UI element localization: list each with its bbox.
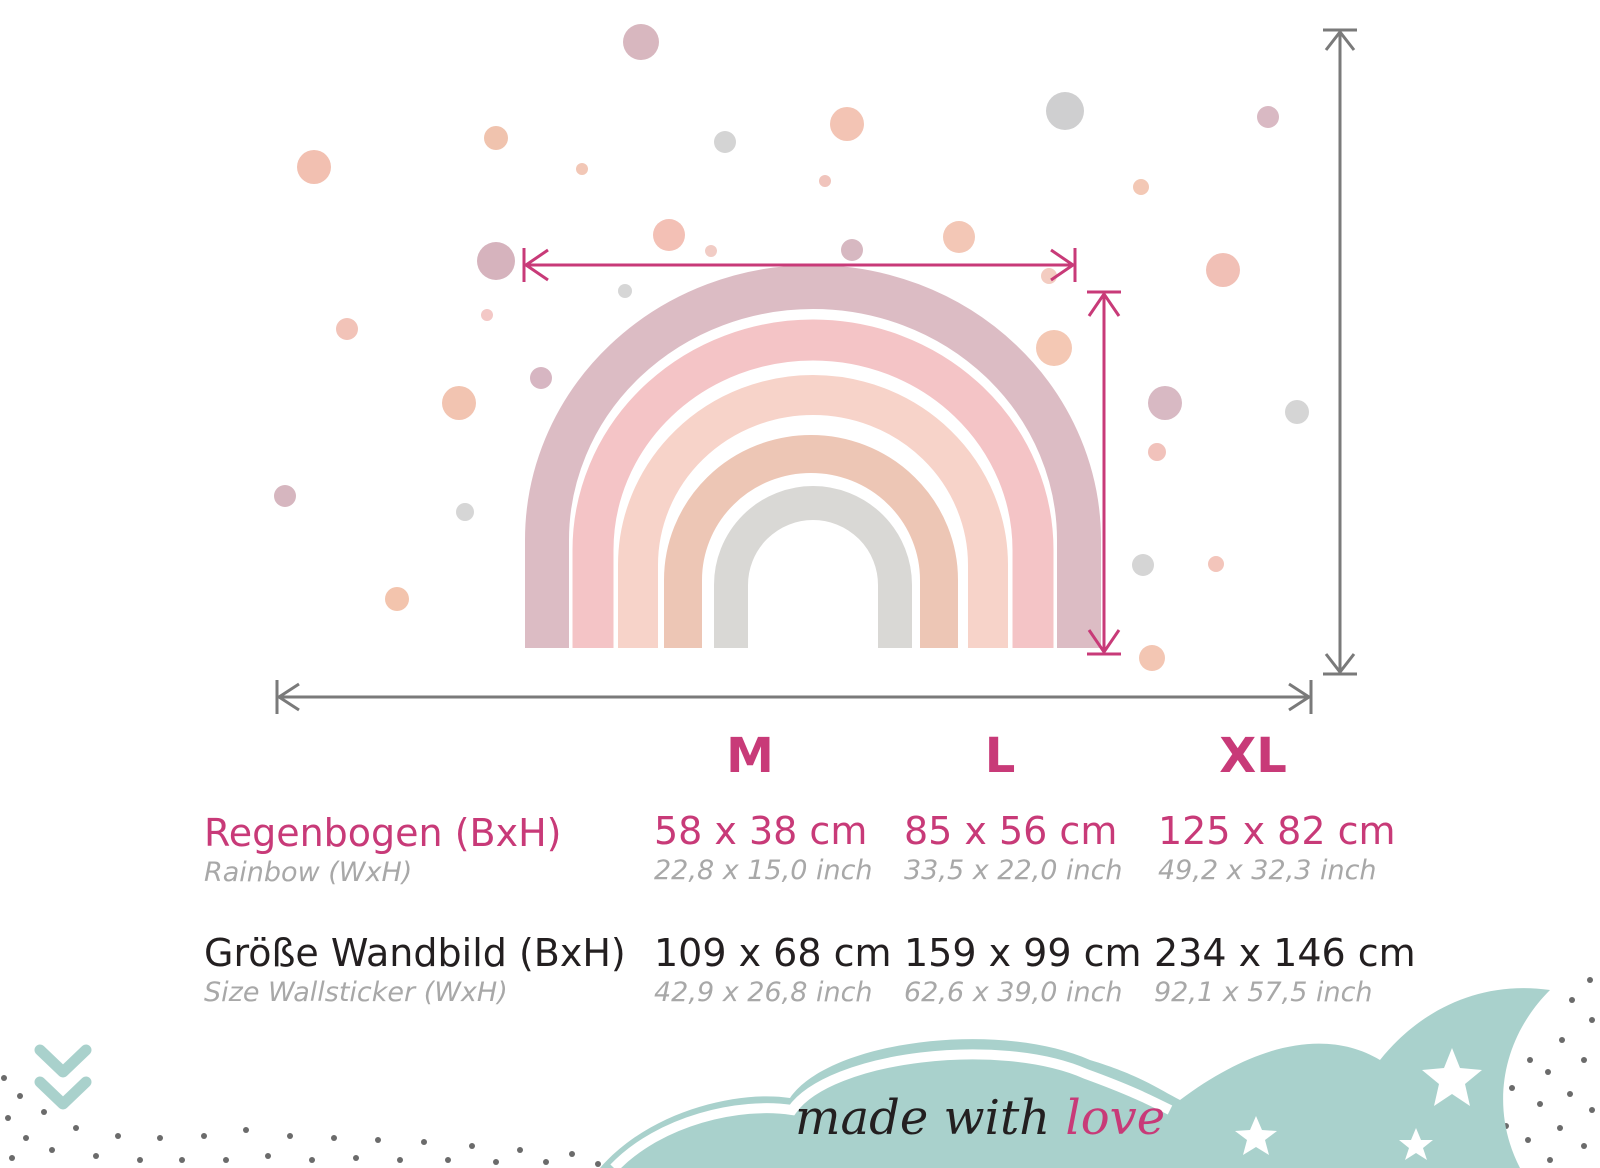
- rainbow-size-m: 58 x 38 cm 22,8 x 15,0 inch: [654, 808, 873, 888]
- size-header-xl: XL: [1219, 728, 1287, 784]
- confetti-dots: [274, 24, 1309, 671]
- star-icon: [1235, 1048, 1482, 1160]
- wallsticker-size-m-inch: 42,9 x 26,8 inch: [654, 977, 873, 1008]
- rainbow-label-en: Rainbow (WxH): [204, 857, 413, 888]
- wallsticker-label-en: Size Wallsticker (WxH): [204, 977, 508, 1008]
- rainbow-size-l-cm: 85 x 56 cm: [904, 809, 1118, 853]
- rainbow-height-arrow: [1087, 290, 1121, 656]
- wallsticker-width-arrow: [275, 680, 1313, 714]
- brand-tagline-text: made with: [795, 1090, 1066, 1146]
- rainbow-size-xl-inch: 49,2 x 32,3 inch: [1158, 855, 1377, 886]
- decorative-dot-pattern: [1, 977, 1595, 1167]
- chevron-down-double-icon: [34, 1044, 92, 1110]
- rainbow: [525, 265, 1101, 648]
- brand-tagline: made with love: [795, 1090, 1165, 1146]
- rainbow-row-label: Regenbogen (BxH) Rainbow (WxH): [204, 810, 561, 890]
- wallsticker-size-xl: 234 x 146 cm 92,1 x 57,5 inch: [1154, 930, 1416, 1010]
- size-header-l: L: [984, 728, 1016, 784]
- size-header-m: M: [726, 728, 774, 784]
- cloud-shape: [600, 988, 1550, 1168]
- wallsticker-size-l: 159 x 99 cm 62,6 x 39,0 inch: [904, 930, 1142, 1010]
- rainbow-label-de: Regenbogen (BxH): [204, 811, 562, 855]
- wallsticker-size-l-inch: 62,6 x 39,0 inch: [904, 977, 1123, 1008]
- wallsticker-size-m-cm: 109 x 68 cm: [654, 931, 892, 975]
- wallsticker-size-xl-inch: 92,1 x 57,5 inch: [1154, 977, 1373, 1008]
- brand-tagline-love: love: [1065, 1090, 1166, 1146]
- wallsticker-height-arrow: [1323, 28, 1357, 676]
- wallsticker-size-xl-cm: 234 x 146 cm: [1154, 931, 1416, 975]
- rainbow-size-xl-cm: 125 x 82 cm: [1158, 809, 1396, 853]
- wallsticker-size-l-cm: 159 x 99 cm: [904, 931, 1142, 975]
- rainbow-size-l-inch: 33,5 x 22,0 inch: [904, 855, 1123, 886]
- wallsticker-row-label: Größe Wandbild (BxH) Size Wallsticker (W…: [204, 930, 626, 1010]
- rainbow-size-m-cm: 58 x 38 cm: [654, 809, 868, 853]
- rainbow-size-xl: 125 x 82 cm 49,2 x 32,3 inch: [1158, 808, 1396, 888]
- wallsticker-size-m: 109 x 68 cm 42,9 x 26,8 inch: [654, 930, 892, 1010]
- wallsticker-label-de: Größe Wandbild (BxH): [204, 931, 626, 975]
- rainbow-width-arrow: [522, 248, 1077, 282]
- rainbow-size-l: 85 x 56 cm 33,5 x 22,0 inch: [904, 808, 1123, 888]
- rainbow-size-m-inch: 22,8 x 15,0 inch: [654, 855, 873, 886]
